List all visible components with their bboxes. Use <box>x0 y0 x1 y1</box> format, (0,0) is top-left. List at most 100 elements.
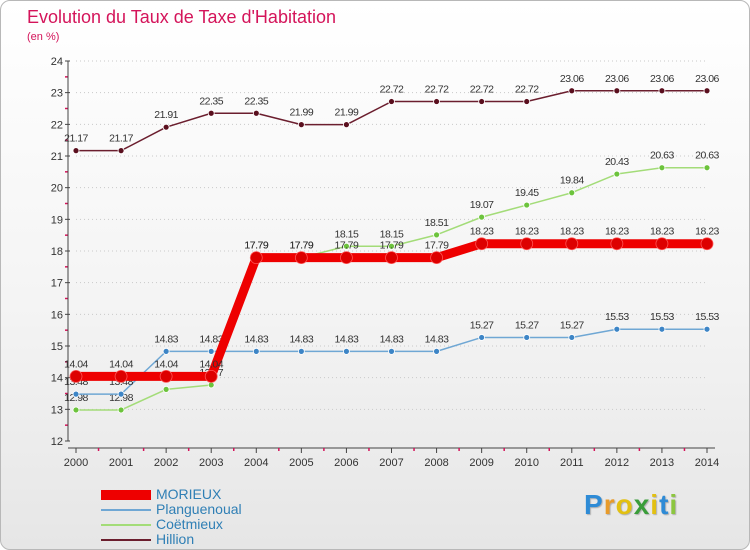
data-point <box>475 237 489 251</box>
data-label: 18.23 <box>650 226 674 238</box>
data-label: 14.04 <box>199 358 223 370</box>
data-label: 14.04 <box>154 358 178 370</box>
data-label: 17.79 <box>289 240 313 252</box>
logo-letter: x <box>633 489 651 520</box>
y-tick-label: 16 <box>51 309 63 321</box>
data-point <box>114 369 128 383</box>
data-point <box>252 109 260 117</box>
chart-legend: MORIEUX Planguenoual Coëtmieux Hillion <box>101 487 361 547</box>
data-label: 18.23 <box>515 226 539 238</box>
data-point <box>568 334 576 341</box>
legend-item: Planguenoual <box>101 502 361 517</box>
data-label: 20.63 <box>695 150 719 162</box>
legend-swatch <box>101 489 151 500</box>
x-tick-label: 2011 <box>560 457 584 469</box>
data-point <box>703 325 711 333</box>
y-tick-label: 13 <box>51 404 63 416</box>
data-label: 19.84 <box>560 175 584 187</box>
data-label: 14.83 <box>335 333 359 345</box>
y-tick-label: 12 <box>51 436 63 448</box>
legend-swatch <box>101 523 151 526</box>
proxiti-logo: Proxiti <box>584 489 678 521</box>
data-point <box>478 334 486 341</box>
y-tick-label: 17 <box>51 278 63 290</box>
chart-title: Evolution du Taux de Taxe d'Habitation <box>27 7 336 27</box>
data-label: 22.35 <box>244 95 268 107</box>
logo-letter: o <box>615 489 634 520</box>
logo-letter: r <box>603 489 616 520</box>
logo-letter: i <box>669 489 679 520</box>
data-point <box>69 369 83 383</box>
data-label: 15.53 <box>605 311 629 323</box>
data-point <box>523 201 531 209</box>
y-tick-label: 14 <box>51 373 63 385</box>
y-tick-label: 15 <box>51 341 63 353</box>
data-point <box>343 242 350 250</box>
data-point <box>523 334 531 341</box>
legend-item: Hillion <box>101 532 361 547</box>
data-label: 20.63 <box>650 150 674 162</box>
data-label: 22.72 <box>425 84 449 96</box>
data-label: 23.06 <box>605 73 629 85</box>
data-point <box>703 164 711 172</box>
data-point <box>343 121 350 129</box>
y-tick-label: 18 <box>51 246 63 258</box>
data-label: 20.43 <box>605 156 629 168</box>
data-point <box>388 347 395 355</box>
data-point <box>388 98 395 105</box>
y-tick-label: 19 <box>51 214 63 226</box>
data-label: 18.23 <box>695 226 719 238</box>
data-label: 15.53 <box>695 311 719 323</box>
data-point <box>655 237 669 251</box>
data-label: 21.17 <box>109 133 133 145</box>
data-label: 17.79 <box>244 240 268 252</box>
x-tick-label: 2012 <box>605 457 629 469</box>
data-label: 18.23 <box>560 226 584 238</box>
data-point <box>613 325 621 333</box>
data-label: 21.99 <box>335 107 359 119</box>
data-label: 22.72 <box>380 84 404 96</box>
x-tick-label: 2000 <box>64 457 88 469</box>
data-label: 21.17 <box>64 133 88 145</box>
data-label: 15.27 <box>470 319 494 331</box>
data-label: 18.51 <box>425 217 449 229</box>
x-tick-label: 2007 <box>379 457 403 469</box>
y-tick-label: 23 <box>51 88 63 100</box>
data-label: 22.72 <box>470 84 494 96</box>
data-point <box>207 109 215 117</box>
data-label: 12.98 <box>109 392 133 404</box>
data-label: 15.27 <box>560 319 584 331</box>
data-point <box>252 347 260 355</box>
data-point <box>117 147 125 155</box>
data-label: 18.23 <box>605 226 629 238</box>
data-point <box>658 87 666 95</box>
x-tick-label: 2003 <box>199 457 223 469</box>
data-label: 17.79 <box>289 240 313 252</box>
data-point <box>610 237 624 251</box>
data-point <box>385 251 398 265</box>
data-label: 14.83 <box>199 333 223 345</box>
data-label: 17.79 <box>380 240 404 252</box>
data-label: 14.83 <box>244 333 268 345</box>
x-tick-label: 2013 <box>650 457 674 469</box>
legend-label: MORIEUX <box>156 486 222 502</box>
data-point <box>162 385 170 393</box>
data-point <box>117 406 125 414</box>
data-point <box>159 369 173 383</box>
data-label: 12.98 <box>64 392 88 404</box>
data-point <box>565 237 579 251</box>
data-label: 18.23 <box>470 226 494 238</box>
data-label: 23.06 <box>560 73 584 85</box>
data-point <box>478 213 486 221</box>
data-label: 15.27 <box>515 319 539 331</box>
data-point <box>207 381 215 389</box>
data-point <box>162 123 170 131</box>
data-label: 14.04 <box>64 358 88 370</box>
data-point <box>478 98 486 105</box>
logo-letter: i <box>650 489 660 520</box>
data-point <box>340 251 353 265</box>
x-tick-label: 2010 <box>514 457 538 469</box>
data-label: 21.99 <box>289 107 313 119</box>
y-tick-label: 20 <box>51 183 63 195</box>
